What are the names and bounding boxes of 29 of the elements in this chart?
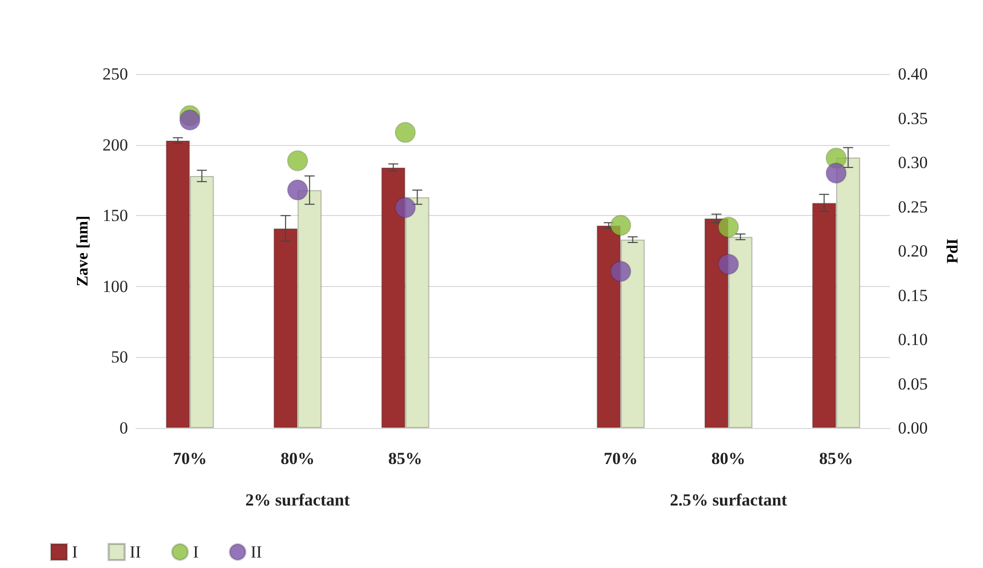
legend-label: I: [72, 542, 78, 562]
x-tick-label: 70%: [604, 449, 638, 468]
y-tick-label: 100: [102, 276, 128, 296]
text: 2% surfactant: [245, 490, 350, 510]
legend-label: I: [192, 542, 199, 562]
y2-tick-label: 0.10: [898, 330, 928, 349]
y-tick-label: 150: [102, 206, 128, 226]
x-tick-label: 70%: [172, 449, 207, 468]
y2-tick-label: 0.20: [898, 242, 928, 260]
y2-tick-label: 0.15: [898, 286, 928, 305]
y2-tick-label: 0.00: [898, 418, 928, 438]
y2-tick-label: 0.30: [898, 153, 928, 172]
legend-label: II: [250, 542, 262, 562]
text: 2.5% surfactant: [670, 490, 788, 510]
x-tick-label: 85%: [819, 449, 854, 468]
y-tick-label: 50: [111, 348, 128, 367]
x-tick-label: 80%: [280, 449, 315, 468]
x-tick-label: 85%: [388, 449, 422, 468]
y-tick-label: 250: [102, 64, 128, 84]
y-axis-title: Zave [nm]: [74, 216, 92, 286]
y2-tick-label: 0.40: [898, 64, 928, 84]
y2-tick-label: 0.05: [898, 374, 928, 394]
legend-label: II: [130, 542, 142, 562]
y2-tick-label: 0.35: [898, 108, 928, 128]
y2-axis-title: PdI: [944, 238, 962, 264]
y-tick-label: 200: [102, 135, 128, 154]
y-tick-label: 0: [120, 418, 128, 438]
y2-tick-label: 0.25: [898, 197, 928, 216]
x-tick-label: 80%: [711, 449, 746, 468]
